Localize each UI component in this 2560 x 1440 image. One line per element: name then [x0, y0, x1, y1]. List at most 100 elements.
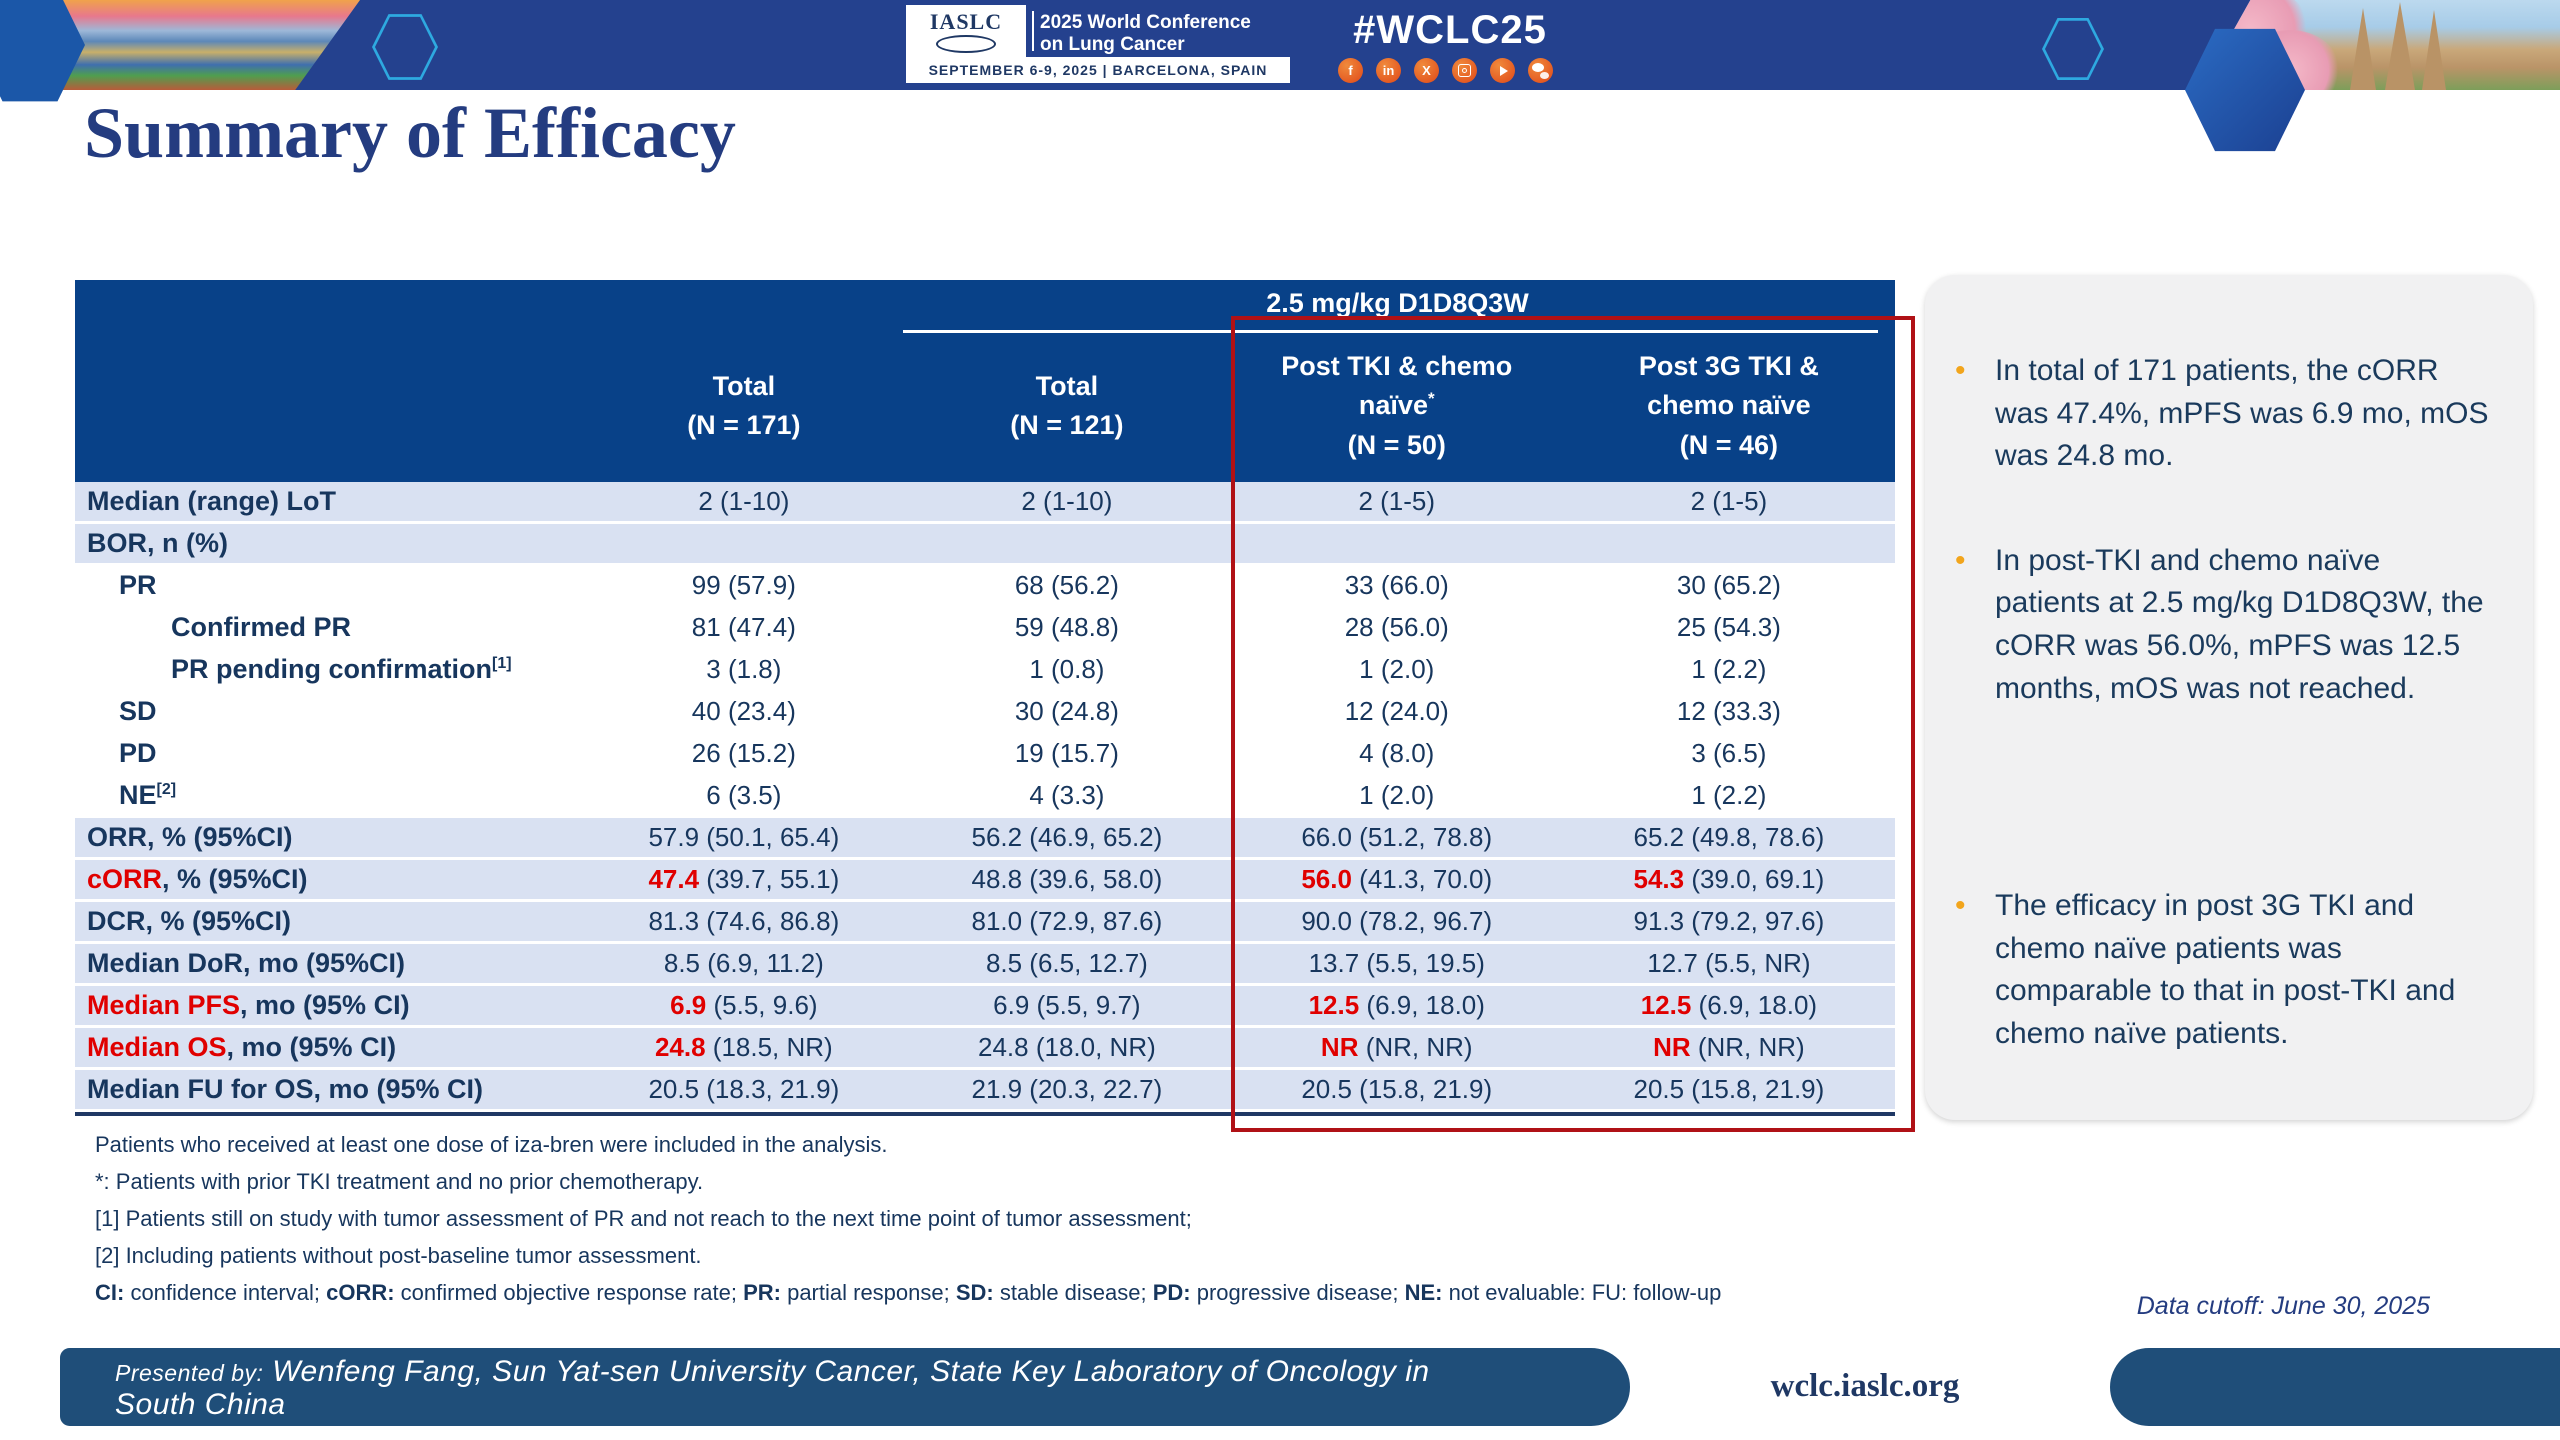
summary-bullet-1: • In post-TKI and chemo naïve patients at… — [1955, 540, 2493, 710]
summary-sidebar: • In total of 171 patients, the cORR was … — [1925, 275, 2533, 1120]
footnote-line: [1] Patients still on study with tumor a… — [95, 1206, 1192, 1231]
youtube-icon[interactable] — [1490, 58, 1515, 83]
table-row: PD 26 (15.2) 19 (15.7) 4 (8.0) 3 (6.5) — [75, 734, 1895, 776]
row-label: Median DoR, mo (95%CI) — [87, 948, 406, 978]
row-label: PD — [119, 738, 157, 768]
value-cell: 1 (2.0) — [1359, 654, 1435, 684]
bullet-icon: • — [1955, 889, 1966, 923]
presenter-name: Wenfeng Fang, Sun Yat-sen University Can… — [272, 1355, 1430, 1388]
value-cell: 24.8 (18.5, NR) — [654, 1032, 833, 1062]
x-icon[interactable]: X — [1414, 58, 1439, 83]
row-label: cORR, % (95%CI) — [87, 864, 308, 894]
table-row: Confirmed PR 81 (47.4) 59 (48.8) 28 (56.0) 2… — [75, 608, 1895, 650]
value-cell: 2 (1-5) — [1690, 486, 1768, 516]
presenter-line2: South China — [115, 1388, 286, 1421]
row-label: PR pending confirmation[1] — [171, 654, 512, 684]
iaslc-wordmark: IASLC — [929, 9, 1003, 34]
value-cell: NR (NR, NR) — [1320, 1032, 1473, 1062]
row-label: NE[2] — [119, 780, 177, 810]
value-cell: 20.5 (15.8, 21.9) — [1633, 1074, 1825, 1104]
row-label: ORR, % (95%CI) — [87, 822, 293, 852]
value-cell: 2 (1-10) — [698, 486, 790, 516]
row-label: PR — [119, 570, 157, 600]
conference-title: 2025 World Conference on Lung Cancer — [1040, 12, 1251, 55]
wclc-site-link[interactable]: wclc.iaslc.org — [1770, 1368, 1960, 1404]
sagrada-familia-photo — [2200, 0, 2560, 90]
facebook-icon[interactable]: f — [1338, 58, 1363, 83]
value-cell: 81.3 (74.6, 86.8) — [648, 906, 840, 936]
value-cell: 8.5 (6.5, 12.7) — [985, 948, 1148, 978]
row-label: Confirmed PR — [171, 612, 352, 642]
value-cell: 12 (24.0) — [1344, 696, 1449, 726]
footnotes: Patients who received at least one dose … — [95, 1130, 1721, 1315]
bullet-icon: • — [1955, 354, 1966, 387]
value-cell: 59 (48.8) — [1014, 612, 1119, 642]
value-cell: 26 (15.2) — [691, 738, 796, 768]
row-label: Median PFS, mo (95% CI) — [87, 990, 410, 1020]
spire-shape — [2385, 2, 2415, 90]
wclc-logo-block: IASLC 2025 World Conference on Lung Canc… — [906, 5, 1290, 83]
table-row: PR 99 (57.9) 68 (56.2) 33 (66.0) 30 (65.2) — [75, 566, 1895, 608]
value-cell: 28 (56.0) — [1344, 612, 1449, 642]
value-cell: 56.2 (46.9, 65.2) — [971, 822, 1163, 852]
conference-date-location: SEPTEMBER 6-9, 2025 | BARCELONA, SPAIN — [906, 57, 1290, 83]
value-cell: 6.9 (5.5, 9.6) — [670, 990, 818, 1020]
row-label: Median (range) LoT — [87, 486, 336, 516]
bullet-icon: • — [1955, 543, 1966, 577]
table-column-headers: Total (N = 171) Total (N = 121) Post TKI & c… — [75, 330, 1895, 482]
table-row: ORR, % (95%CI) 57.9 (50.1, 65.4) 56.2 (46.… — [75, 818, 1895, 860]
value-cell: 91.3 (79.2, 97.6) — [1633, 906, 1825, 936]
presenter-bar: Presented by: Wenfeng Fang, Sun Yat-sen … — [60, 1348, 1630, 1426]
social-icons-row: f in X — [1338, 58, 1553, 83]
table-row: PR pending confirmation[1] 3 (1.8) 1 (0.8)… — [75, 650, 1895, 692]
footnote-line: [2] Including patients without post-base… — [95, 1243, 702, 1268]
value-cell: 3 (6.5) — [1691, 738, 1767, 768]
table-body: Median (range) LoT 2 (1-10) 2 (1-10) 2 (1-5… — [75, 482, 1895, 1116]
bullet-text: In post-TKI and chemo naïve patients at … — [1995, 543, 2484, 705]
wechat-icon[interactable] — [1528, 58, 1553, 83]
bullet-text: In total of 171 patients, the cORR was 4… — [1995, 354, 2489, 473]
hexagon-decoration — [372, 14, 438, 80]
spire-shape — [2350, 8, 2376, 90]
table-row: BOR, n (%) — [75, 524, 1895, 566]
instagram-icon[interactable] — [1452, 58, 1477, 83]
summary-bullet-2: • The efficacy in post 3G TKI and chemo n… — [1955, 885, 2493, 1055]
footer-right-bar — [2110, 1348, 2560, 1426]
value-cell: 54.3 (39.0, 69.1) — [1633, 864, 1825, 894]
value-cell: 20.5 (18.3, 21.9) — [648, 1074, 840, 1104]
footnote-line: *: Patients with prior TKI treatment and… — [95, 1169, 704, 1194]
value-cell: 6 (3.5) — [706, 780, 782, 810]
iaslc-logo: IASLC — [906, 5, 1026, 57]
value-cell: 90.0 (78.2, 96.7) — [1301, 906, 1493, 936]
column-header-1: Total (N = 121) — [1010, 370, 1124, 440]
value-cell: 1 (2.0) — [1359, 780, 1435, 810]
table-row: SD 40 (23.4) 30 (24.8) 12 (24.0) 12 (33.3) — [75, 692, 1895, 734]
presented-by-label: Presented by: — [115, 1360, 264, 1386]
value-cell: 68 (56.2) — [1014, 570, 1119, 600]
table-header: 2.5 mg/kg D1D8Q3W Total (N = 171) Total (N … — [75, 280, 1895, 482]
hashtag-wclc25: #WCLC25 — [1353, 8, 1547, 52]
data-cutoff-note: Data cutoff: June 30, 2025 — [2136, 1292, 2430, 1320]
row-label: BOR, n (%) — [87, 528, 228, 558]
value-cell: 30 (24.8) — [1014, 696, 1119, 726]
row-label: Median OS, mo (95% CI) — [87, 1032, 397, 1062]
value-cell: 12.7 (5.5, NR) — [1647, 948, 1811, 978]
presenter-line1: Presented by: Wenfeng Fang, Sun Yat-sen … — [115, 1356, 1630, 1389]
value-cell: 2 (1-5) — [1358, 486, 1436, 516]
value-cell: 81.0 (72.9, 87.6) — [971, 906, 1163, 936]
row-label: Median FU for OS, mo (95% CI) — [87, 1074, 484, 1104]
logo-divider — [1032, 11, 1034, 51]
linkedin-icon[interactable]: in — [1376, 58, 1401, 83]
value-cell: 33 (66.0) — [1344, 570, 1449, 600]
row-label: DCR, % (95%CI) — [87, 906, 292, 936]
value-cell: 12 (33.3) — [1676, 696, 1781, 726]
efficacy-table: 2.5 mg/kg D1D8Q3W Total (N = 171) Total (N … — [75, 280, 1895, 1116]
value-cell: 1 (0.8) — [1029, 654, 1105, 684]
value-cell: 99 (57.9) — [691, 570, 796, 600]
column-header-3: Post 3G TKI & chemo naïve (N = 46) — [1638, 351, 1819, 460]
value-cell: 4 (3.3) — [1029, 780, 1105, 810]
value-cell: 21.9 (20.3, 22.7) — [971, 1074, 1163, 1104]
value-cell: 3 (1.8) — [706, 654, 782, 684]
value-cell: 24.8 (18.0, NR) — [978, 1032, 1156, 1062]
